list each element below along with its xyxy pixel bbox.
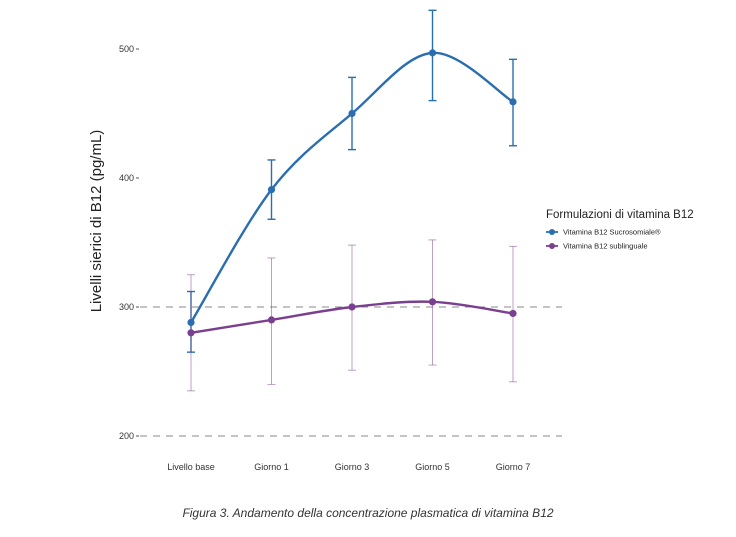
y-tick-label: 400	[119, 173, 134, 183]
legend-label: Vitamina B12 sublinguale	[563, 242, 648, 251]
reference-lines	[140, 306, 562, 437]
data-point	[509, 309, 517, 318]
x-tick-label: Giorno 5	[415, 462, 450, 472]
data-point	[267, 316, 276, 324]
legend-swatch-dot	[549, 229, 555, 235]
y-tick-label: 500	[119, 44, 134, 54]
x-tick-label: Giorno 7	[496, 462, 531, 472]
y-axis-ticks: 200 300 400 500	[119, 44, 139, 441]
y-axis-title: Livelli sierici di B12 (pg/mL)	[88, 130, 105, 313]
figure-caption: Figura 3. Andamento della concentrazione…	[182, 506, 554, 520]
x-tick-label: Giorno 1	[254, 462, 289, 472]
series-points	[187, 49, 517, 337]
data-point	[509, 98, 517, 106]
data-point	[267, 186, 276, 194]
legend-label: Vitamina B12 Sucrosomiale®	[563, 228, 661, 237]
data-point	[187, 329, 195, 337]
x-tick-label: Livello base	[167, 462, 215, 472]
data-point	[428, 298, 437, 306]
legend-title: Formulazioni di vitamina B12	[546, 209, 694, 221]
data-point	[187, 318, 195, 327]
legend: Formulazioni di vitamina B12 Vitamina B1…	[546, 209, 694, 251]
y-tick-label: 300	[119, 302, 134, 312]
x-tick-label: Giorno 3	[335, 462, 370, 472]
data-point	[348, 303, 356, 311]
x-axis-ticks: Livello base Giorno 1 Giorno 3 Giorno 5 Gior…	[167, 462, 530, 472]
legend-swatch-dot	[549, 243, 555, 249]
y-tick-label: 200	[119, 431, 134, 441]
data-point	[348, 109, 356, 118]
data-point	[428, 49, 437, 57]
